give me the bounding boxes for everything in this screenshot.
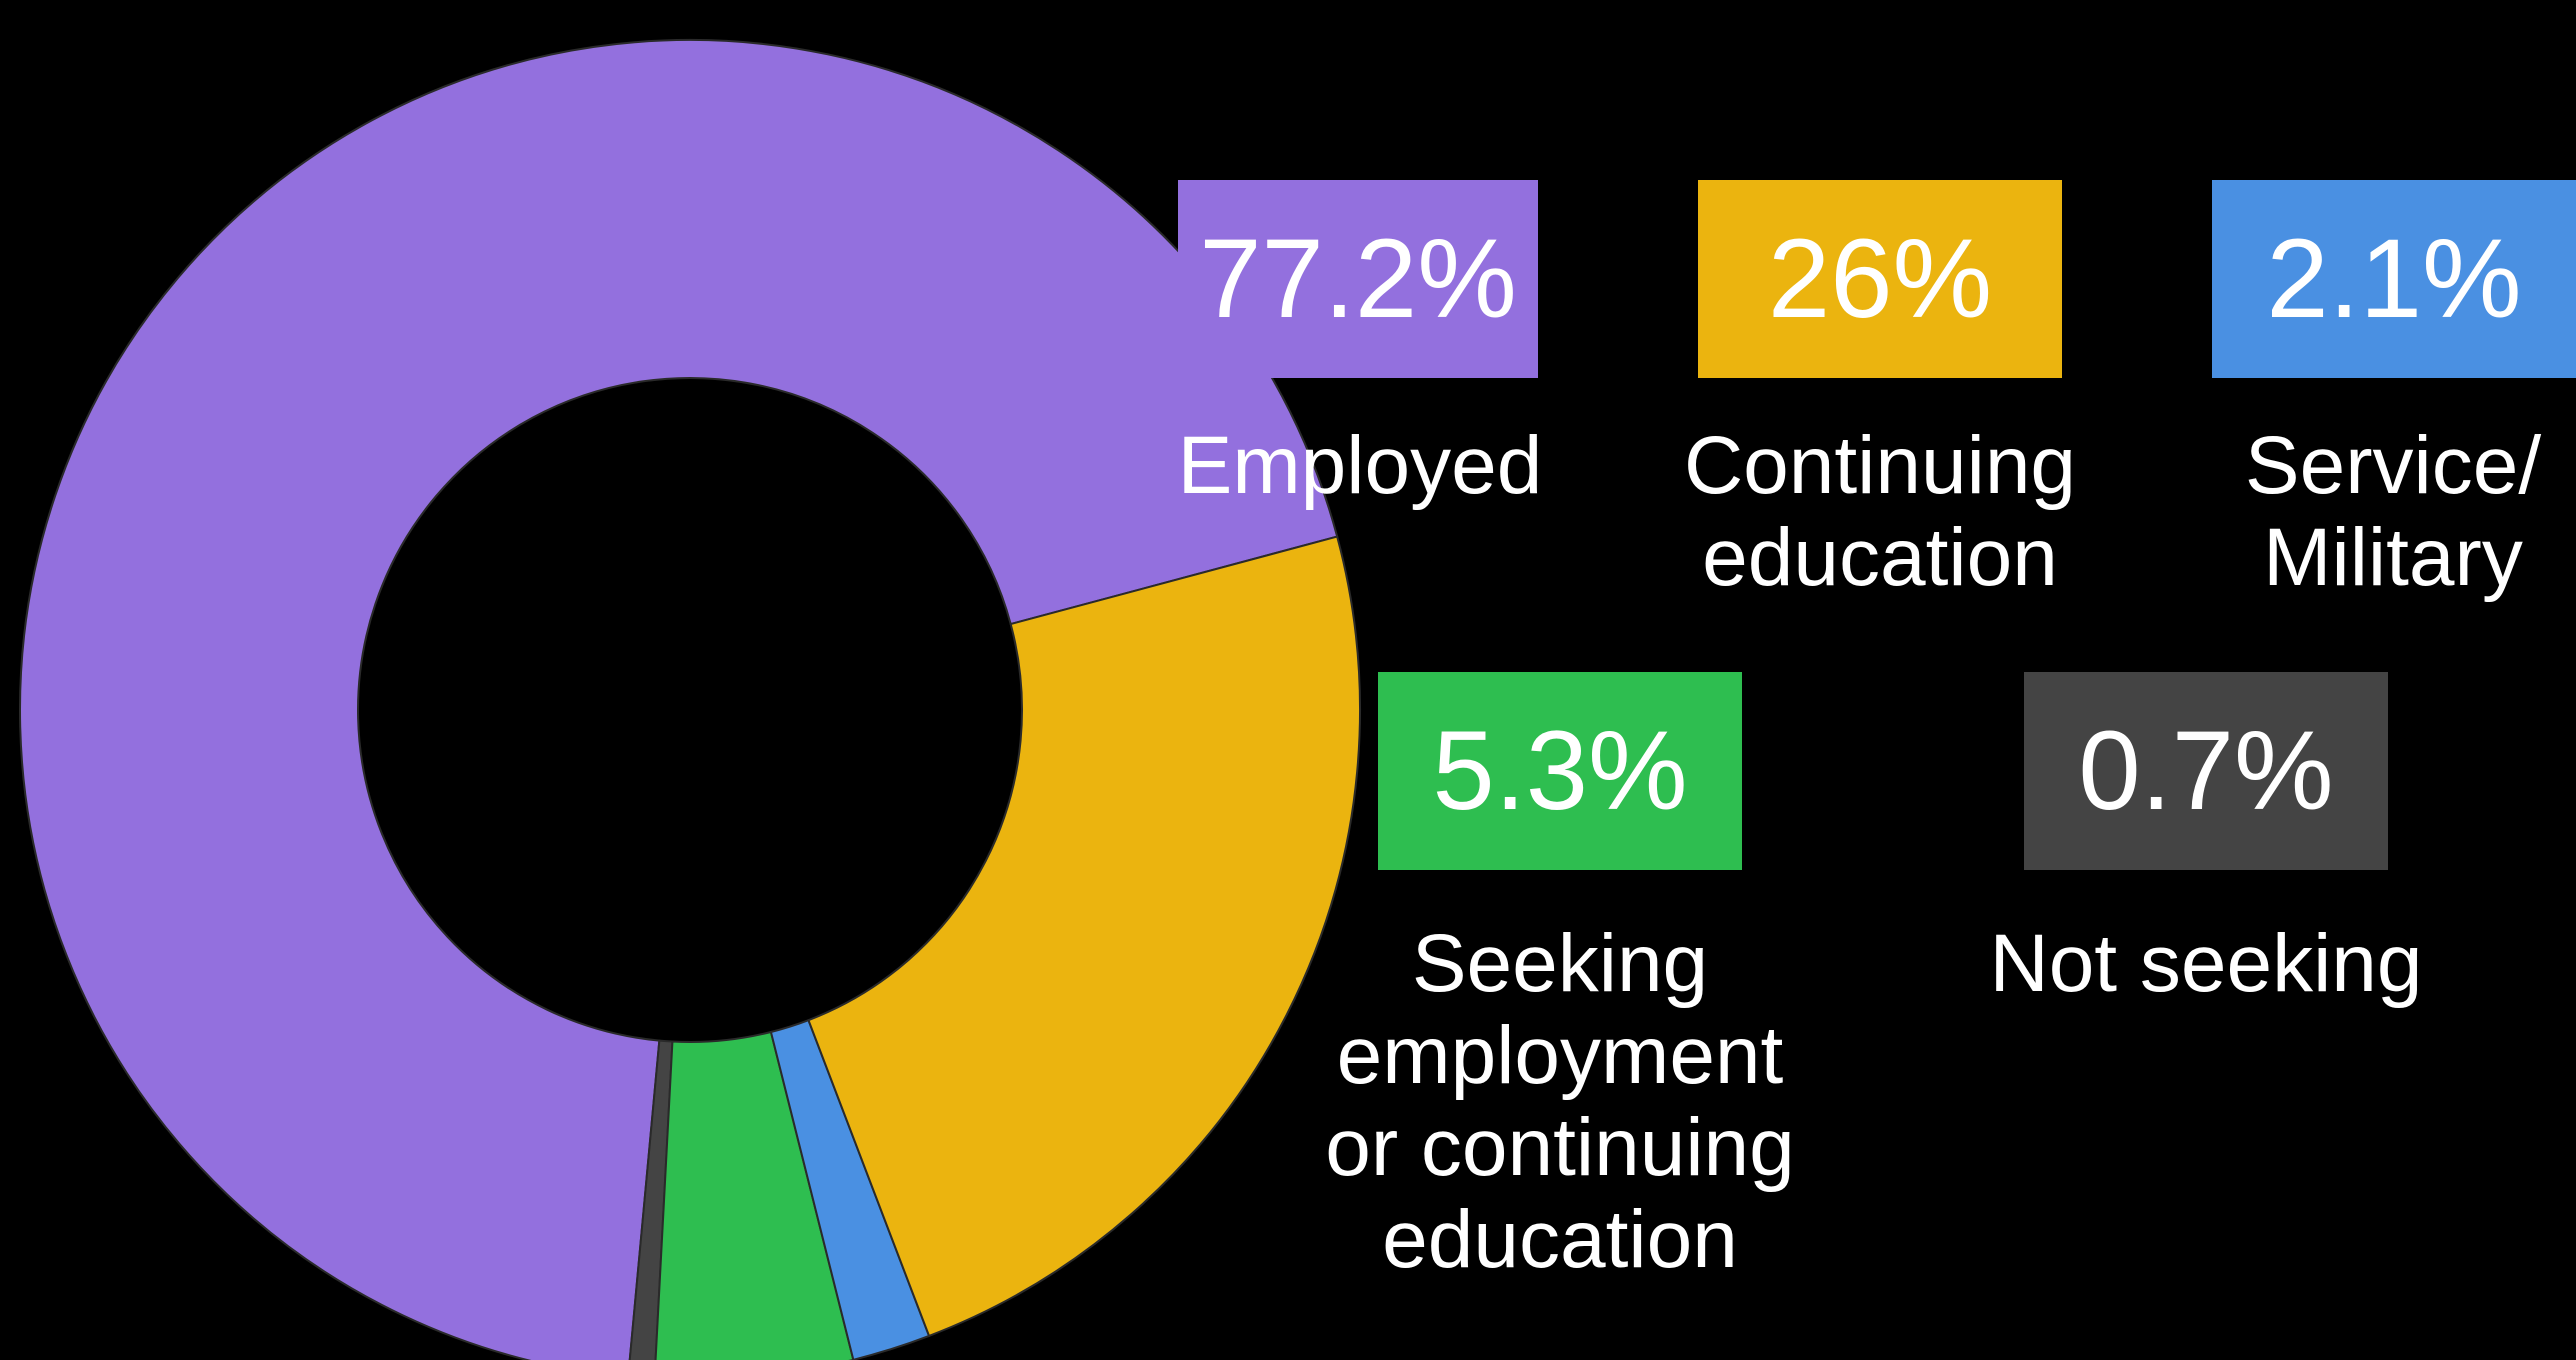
continuing-education-value-badge: 26% xyxy=(1698,180,2062,378)
seeking-employment-value: 5.3% xyxy=(1432,708,1688,833)
service-military-label: Service/ Military xyxy=(2210,420,2576,604)
service-military-value-badge: 2.1% xyxy=(2212,180,2576,378)
employed-label-line-1: Employed xyxy=(1177,420,1543,511)
seeking-employment-label-line-1: Seeking xyxy=(1411,918,1709,1009)
employed-label: Employed xyxy=(1110,420,1610,512)
continuing-education-label-line-2: education xyxy=(1702,512,2058,603)
continuing-education-label: Continuing education xyxy=(1630,420,2130,604)
seeking-employment-label-line-4: education xyxy=(1382,1194,1738,1285)
not-seeking-value-badge: 0.7% xyxy=(2024,672,2388,870)
not-seeking-label: Not seeking xyxy=(1900,918,2512,1010)
slice-continuing-education xyxy=(807,535,1361,1338)
seeking-employment-value-badge: 5.3% xyxy=(1378,672,1742,870)
employed-value-badge: 77.2% xyxy=(1178,180,1538,378)
seeking-employment-label: Seeking employment or continuing educati… xyxy=(1260,918,1860,1286)
service-military-value: 2.1% xyxy=(2266,216,2522,341)
seeking-employment-label-line-3: or continuing xyxy=(1325,1102,1795,1193)
service-military-label-line-2: Military xyxy=(2263,512,2523,603)
seeking-employment-label-line-2: employment xyxy=(1336,1010,1784,1101)
not-seeking-label-line-1: Not seeking xyxy=(1989,918,2423,1009)
continuing-education-value: 26% xyxy=(1767,216,1993,341)
continuing-education-label-line-1: Continuing xyxy=(1683,420,2077,511)
service-military-label-line-1: Service/ xyxy=(2244,420,2542,511)
employed-value: 77.2% xyxy=(1199,216,1517,341)
slice-employed xyxy=(19,39,1339,1360)
not-seeking-value: 0.7% xyxy=(2078,708,2334,833)
